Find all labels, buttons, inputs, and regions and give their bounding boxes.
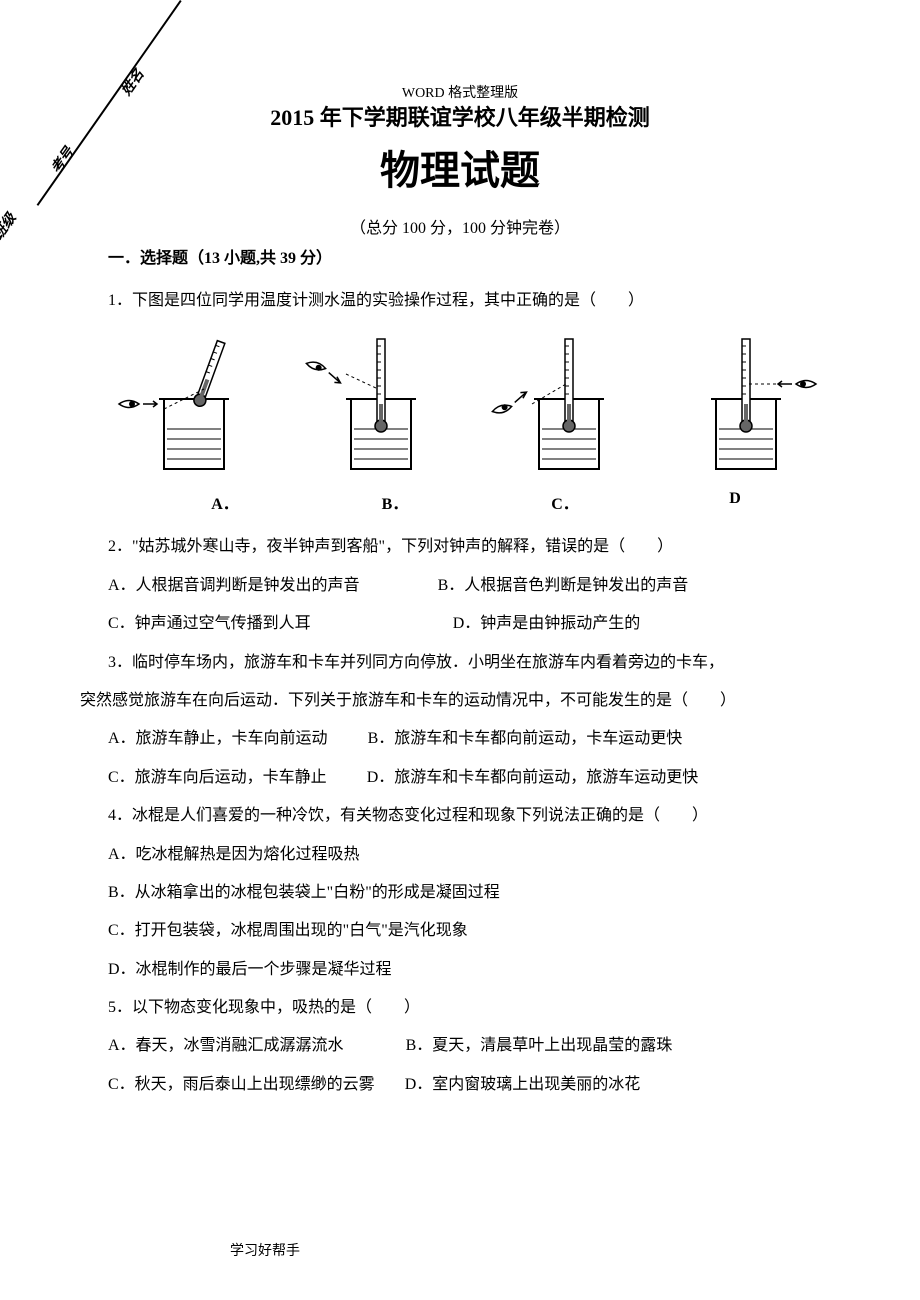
q3-opt-c: C．旅游车向后运动，卡车静止 [108, 769, 327, 786]
q4-opt-b: B．从冰箱拿出的冰棍包装袋上"白粉"的形成是凝固过程 [108, 874, 840, 912]
q5-opt-b: B．夏天，清晨草叶上出现晶莹的露珠 [406, 1037, 673, 1054]
beaker-diagram-d [671, 334, 831, 484]
exam-info: （总分 100 分，100 分钟完卷） [80, 214, 840, 238]
footer-text: 学习好帮手 [230, 1240, 300, 1260]
q1-figure-d [663, 334, 841, 484]
q2-options-ab: A．人根据音调判断是钟发出的声音 B．人根据音色判断是钟发出的声音 [108, 567, 840, 605]
q1-figure-b [288, 334, 466, 484]
q3-stem-2: 突然感觉旅游车在向后运动．下列关于旅游车和卡车的运动情况中，不可能发生的是（ ） [80, 682, 840, 720]
beaker-diagram-a [109, 334, 269, 484]
q3-opt-d: D．旅游车和卡车都向前运动，旅游车运动更快 [367, 769, 699, 786]
q5-opt-c: C．秋天，雨后泰山上出现缥缈的云雾 [108, 1076, 375, 1093]
page: 姓名 考号 班级 WORD 格式整理版 2015 年下学期联谊学校八年级半期检测… [0, 0, 920, 1300]
q1-figure-c [475, 334, 653, 484]
q3-options-cd: C．旅游车向后运动，卡车静止 D．旅游车和卡车都向前运动，旅游车运动更快 [108, 759, 840, 797]
q2-opt-b: B．人根据音色判断是钟发出的声音 [438, 577, 689, 594]
exam-header: 2015 年下学期联谊学校八年级半期检测 [80, 100, 840, 132]
q1-label-a: A． [140, 490, 310, 514]
q3-opt-b: B．旅游车和卡车都向前运动，卡车运动更快 [368, 730, 683, 747]
q2-opt-d: D．钟声是由钟振动产生的 [453, 615, 641, 632]
q4-opt-c: C．打开包装袋，冰棍周围出现的"白气"是汽化现象 [108, 912, 840, 950]
q4-stem: 4．冰棍是人们喜爱的一种冷饮，有关物态变化过程和现象下列说法正确的是（ ） [108, 797, 840, 835]
section-1-header: 一．选择题（13 小题,共 39 分） [108, 244, 840, 268]
exam-title: 物理试题 [80, 138, 840, 196]
q2-opt-a: A．人根据音调判断是钟发出的声音 [108, 577, 360, 594]
q1-figure-labels: A． B． C． D [140, 490, 820, 514]
binding-label-class: 班级 [0, 209, 20, 243]
q3-stem-1: 3．临时停车场内，旅游车和卡车并列同方向停放．小明坐在旅游车内看着旁边的卡车， [108, 644, 840, 682]
beaker-diagram-b [296, 334, 456, 484]
q2-stem: 2．"姑苏城外寒山寺，夜半钟声到客船"，下列对钟声的解释，错误的是（ ） [108, 528, 840, 566]
binding-label-examno: 考号 [46, 143, 78, 177]
q2-options-cd: C．钟声通过空气传播到人耳 D．钟声是由钟振动产生的 [108, 605, 840, 643]
q5-options-cd: C．秋天，雨后泰山上出现缥缈的云雾 D．室内窗玻璃上出现美丽的冰花 [108, 1066, 840, 1104]
q5-stem: 5．以下物态变化现象中，吸热的是（ ） [108, 989, 840, 1027]
binding-label-name: 姓名 [116, 65, 148, 99]
q1-label-d: D [650, 490, 820, 514]
beaker-diagram-c [484, 334, 644, 484]
q3-options-ab: A．旅游车静止，卡车向前运动 B．旅游车和卡车都向前运动，卡车运动更快 [108, 720, 840, 758]
q5-opt-d: D．室内窗玻璃上出现美丽的冰花 [405, 1076, 641, 1093]
q5-opt-a: A．春天，冰雪消融汇成潺潺流水 [108, 1037, 344, 1054]
word-format-header: WORD 格式整理版 [402, 82, 518, 102]
q2-opt-c: C．钟声通过空气传播到人耳 [108, 615, 311, 632]
q1-figure-row [100, 334, 840, 484]
q5-options-ab: A．春天，冰雪消融汇成潺潺流水 B．夏天，清晨草叶上出现晶莹的露珠 [108, 1027, 840, 1065]
q1-stem: 1．下图是四位同学用温度计测水温的实验操作过程，其中正确的是（ ） [108, 282, 840, 320]
q1-label-b: B． [310, 490, 480, 514]
q1-label-c: C． [480, 490, 650, 514]
q4-opt-d: D．冰棍制作的最后一个步骤是凝华过程 [108, 951, 840, 989]
q1-figure-a [100, 334, 278, 484]
q4-opt-a: A．吃冰棍解热是因为熔化过程吸热 [108, 836, 840, 874]
q3-opt-a: A．旅游车静止，卡车向前运动 [108, 730, 328, 747]
